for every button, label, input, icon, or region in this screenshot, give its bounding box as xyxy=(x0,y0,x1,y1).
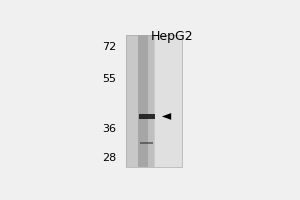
Polygon shape xyxy=(162,113,171,120)
Text: HepG2: HepG2 xyxy=(151,30,194,43)
Bar xyxy=(126,35,182,167)
Text: 28: 28 xyxy=(102,153,117,163)
Bar xyxy=(139,114,155,119)
Bar xyxy=(148,35,155,167)
Bar xyxy=(140,142,153,144)
Text: 55: 55 xyxy=(103,74,117,84)
Bar xyxy=(126,35,154,167)
Text: 72: 72 xyxy=(102,42,117,52)
Bar xyxy=(154,35,182,167)
Bar xyxy=(138,35,148,167)
Text: 36: 36 xyxy=(103,124,117,134)
